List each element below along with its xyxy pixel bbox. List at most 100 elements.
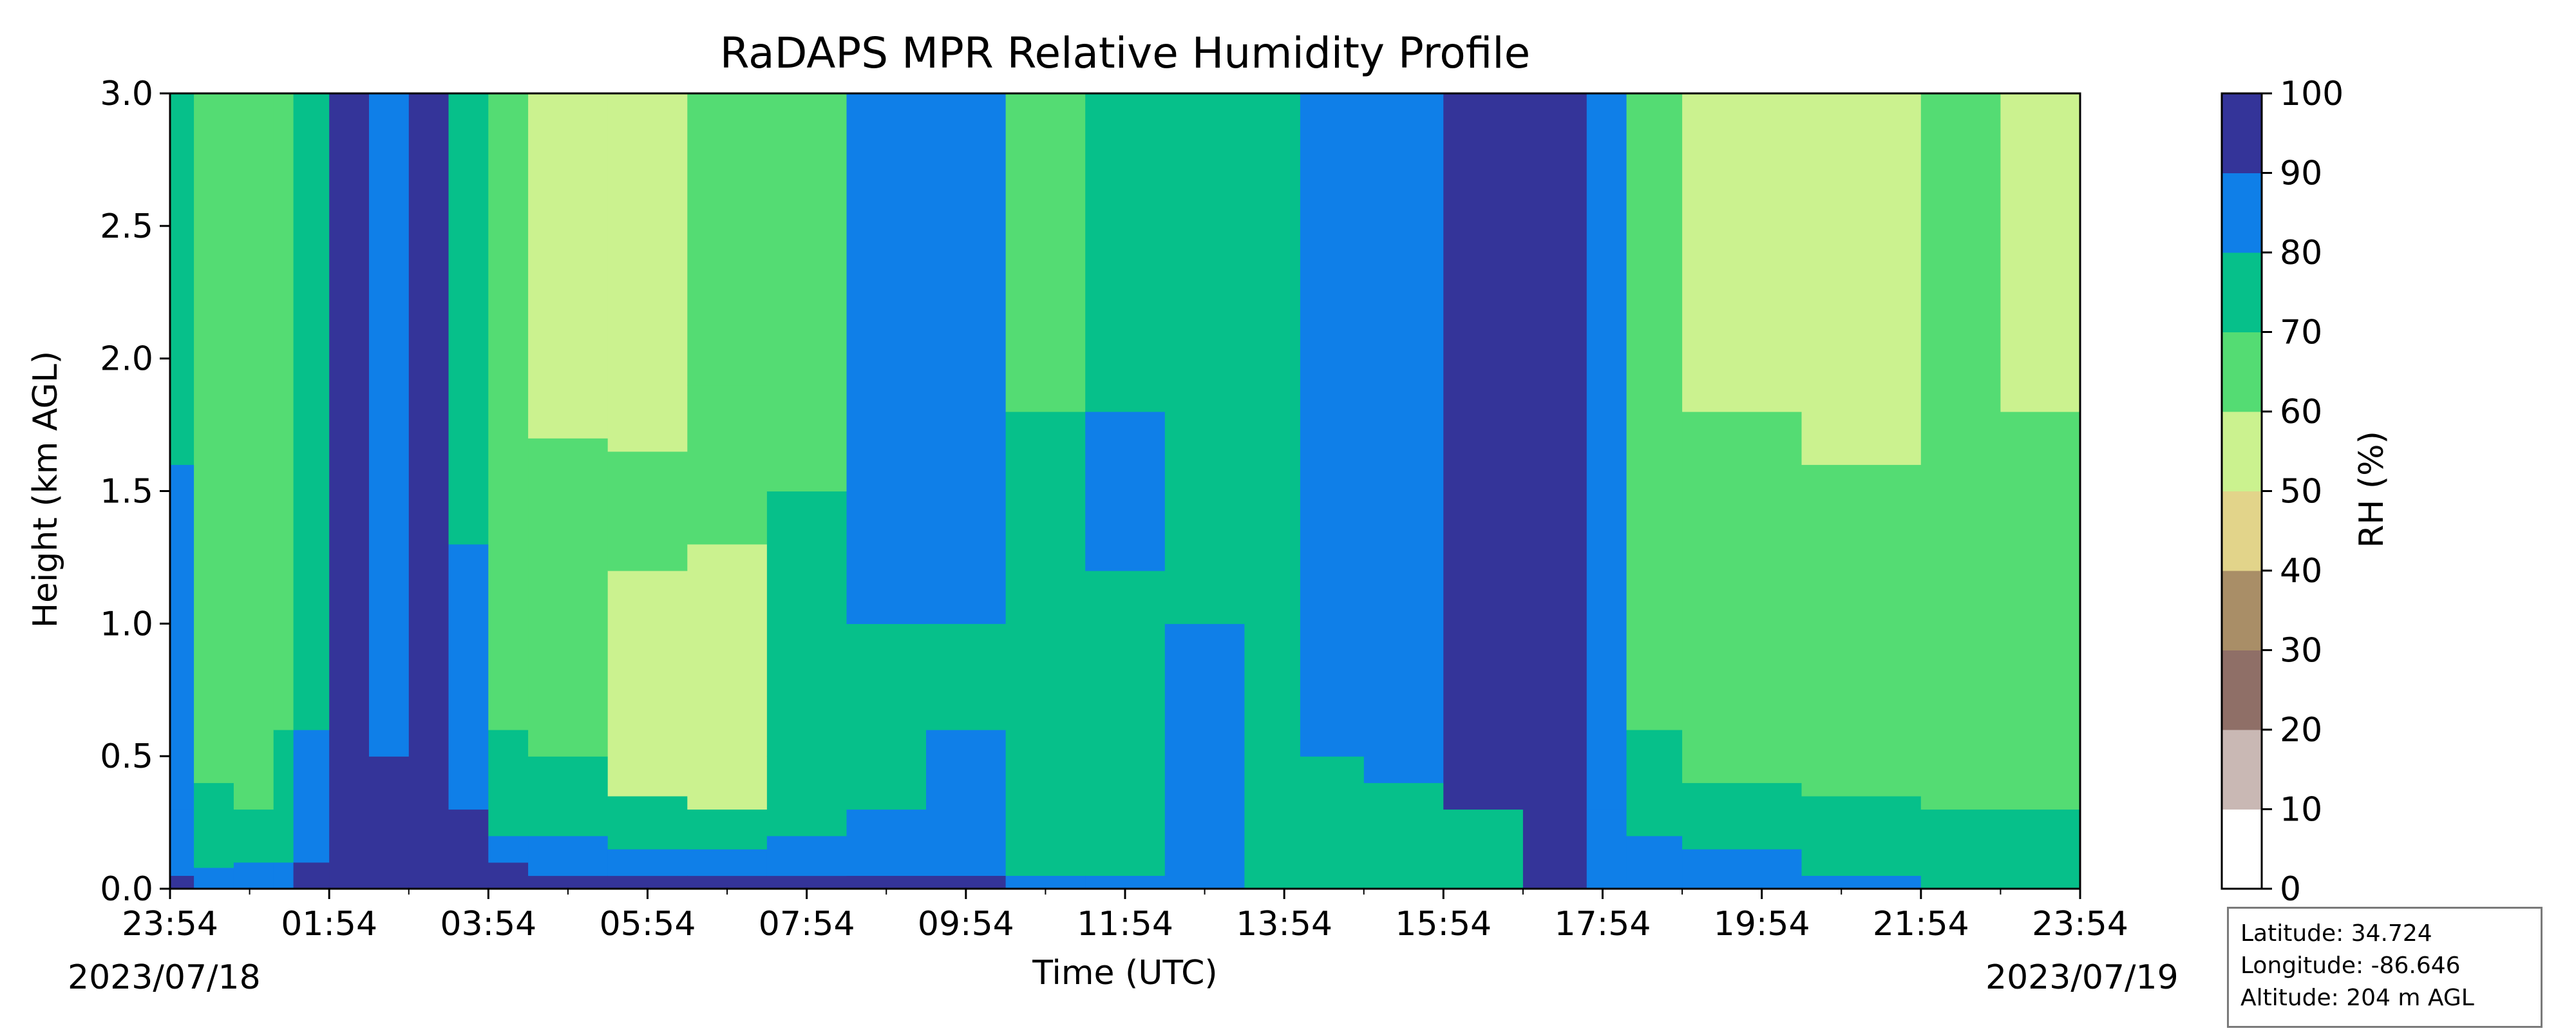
- rh-cell: [1363, 93, 1444, 783]
- rh-cell: [233, 93, 274, 810]
- latitude-text: Latitude: 34.724: [2240, 920, 2432, 947]
- y-tick-label: 2.5: [100, 207, 153, 246]
- rh-cell: [846, 358, 927, 624]
- rh-cell: [233, 862, 274, 889]
- x-tick-label: 17:54: [1555, 905, 1651, 943]
- colorbar-tick-label: 100: [2280, 75, 2344, 113]
- rh-cell: [1586, 93, 1627, 810]
- rh-cell: [488, 835, 529, 863]
- rh-cell: [687, 849, 768, 877]
- rh-cell: [448, 809, 489, 889]
- colorbar-segment: [2222, 173, 2262, 253]
- rh-cell: [369, 93, 410, 757]
- y-tick-label: 2.0: [100, 340, 153, 379]
- rh-cell: [607, 795, 688, 849]
- colorbar-segment: [2222, 332, 2262, 412]
- rh-cell: [1085, 93, 1166, 412]
- rh-cell: [293, 862, 330, 889]
- rh-cell: [926, 623, 1007, 730]
- rh-cell: [687, 809, 768, 849]
- rh-cell: [170, 93, 194, 465]
- rh-cell: [607, 93, 688, 452]
- rh-cell: [846, 93, 927, 359]
- rh-cell: [1682, 849, 1803, 889]
- rh-cell: [926, 93, 1007, 624]
- rh-cell: [766, 756, 848, 837]
- y-axis-label: Height (km AGL): [26, 351, 65, 628]
- colorbar-tick-label: 40: [2280, 552, 2322, 591]
- rh-cell: [766, 491, 848, 757]
- colorbar-tick-label: 90: [2280, 155, 2322, 193]
- colorbar-segment: [2222, 412, 2262, 491]
- plot-area: [170, 93, 2081, 889]
- colorbar-tick-label: 50: [2280, 473, 2322, 511]
- colorbar-segment: [2222, 252, 2262, 332]
- colorbar-tick-label: 20: [2280, 711, 2322, 750]
- rh-cell: [528, 93, 609, 439]
- rh-cell: [528, 438, 609, 571]
- rh-cell: [1682, 782, 1803, 849]
- rh-cell: [607, 849, 688, 877]
- rh-cell: [528, 835, 609, 877]
- rh-cell: [1005, 93, 1086, 412]
- rh-cell: [1801, 464, 1922, 797]
- colorbar-tick-label: 0: [2280, 870, 2301, 909]
- rh-cell: [488, 517, 529, 730]
- x-tick-label: 23:54: [122, 905, 218, 943]
- rh-cell: [488, 862, 529, 889]
- x-end-date: 2023/07/19: [1985, 958, 2179, 997]
- rh-cell: [766, 93, 848, 492]
- rh-cell: [1801, 875, 1922, 889]
- rh-cell: [528, 571, 609, 757]
- rh-cell: [293, 730, 330, 863]
- x-tick-label: 13:54: [1236, 905, 1332, 943]
- longitude-text: Longitude: -86.646: [2240, 952, 2461, 979]
- rh-cell: [194, 93, 234, 783]
- x-tick-label: 01:54: [281, 905, 377, 943]
- x-tick-label: 11:54: [1077, 905, 1173, 943]
- rh-cell: [170, 875, 194, 889]
- rh-cell: [846, 809, 927, 876]
- rh-cell: [1005, 412, 1086, 783]
- rh-cell: [687, 544, 768, 810]
- colorbar-segment: [2222, 730, 2262, 810]
- rh-cell: [273, 862, 294, 889]
- rh-cell: [170, 809, 194, 876]
- rh-cell: [1085, 412, 1166, 571]
- colorbar-tick-label: 70: [2280, 314, 2322, 352]
- rh-cell: [233, 809, 274, 863]
- rh-cell: [766, 875, 848, 889]
- y-tick-label: 1.5: [100, 473, 153, 511]
- rh-cell: [766, 835, 848, 877]
- rh-cell: [1443, 809, 1524, 889]
- rh-cell: [687, 384, 768, 545]
- rh-cell: [2000, 412, 2081, 810]
- rh-cell: [329, 93, 370, 889]
- rh-cell: [488, 730, 529, 837]
- rh-cell: [1626, 835, 1683, 889]
- rh-cell: [1920, 809, 2001, 889]
- chart-title: RaDAPS MPR Relative Humidity Profile: [720, 28, 1531, 78]
- y-tick-label: 1.0: [100, 605, 153, 643]
- rh-cell: [273, 730, 294, 863]
- rh-cell: [170, 464, 194, 810]
- x-tick-label: 23:54: [2032, 905, 2128, 943]
- rh-cell: [1801, 93, 1922, 465]
- rh-cell: [194, 782, 234, 868]
- x-tick-label: 19:54: [1714, 905, 1810, 943]
- rh-cell: [607, 451, 688, 571]
- y-tick-label: 0.5: [100, 737, 153, 776]
- colorbar-tick-label: 60: [2280, 393, 2322, 431]
- rh-cell: [293, 93, 330, 730]
- rh-cell: [1300, 93, 1365, 757]
- rh-cell: [488, 93, 529, 412]
- rh-cell: [2000, 93, 2081, 412]
- rh-cell: [1626, 93, 1683, 730]
- rh-cell: [1005, 875, 1086, 889]
- rh-cell: [1626, 730, 1683, 837]
- x-tick-label: 15:54: [1395, 905, 1492, 943]
- colorbar-segment: [2222, 491, 2262, 571]
- rh-cell: [448, 93, 489, 545]
- rh-cell: [528, 756, 609, 837]
- rh-cell: [926, 875, 1007, 889]
